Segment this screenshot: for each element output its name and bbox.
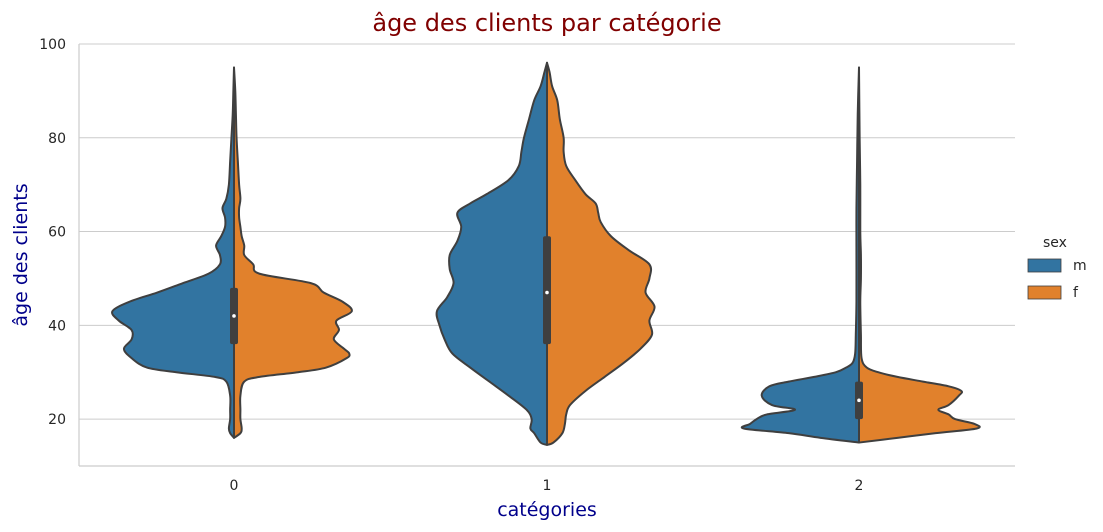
x-tick-label: 1: [543, 478, 552, 494]
y-axis-label: âge des clients: [10, 183, 32, 326]
legend-swatch-f: [1027, 285, 1062, 300]
x-tick-label: 2: [855, 478, 864, 494]
tick-labels: 20 40 60 80 100 0 1 2: [39, 37, 863, 494]
violin-m-cat-0: [111, 66, 235, 439]
legend-label-f: f: [1073, 285, 1079, 301]
y-tick-label: 60: [48, 225, 66, 241]
violin-f-cat-1: [546, 61, 656, 446]
violin-f-cat-0: [233, 66, 353, 439]
violin-f-cat-2: [858, 66, 981, 444]
box-summaries: [230, 62, 863, 445]
violin-m-cat-1: [435, 61, 548, 446]
iqr-box-cat-1: [543, 236, 551, 345]
x-tick-label: 0: [230, 478, 239, 494]
y-tick-label: 80: [48, 131, 66, 147]
median-dot-cat-1: [545, 290, 549, 295]
axes: [78, 44, 1015, 467]
legend-label-m: m: [1073, 258, 1087, 274]
legend-swatch-m: [1027, 258, 1062, 273]
legend-title: sex: [1043, 235, 1067, 251]
x-axis-label: catégories: [497, 499, 597, 521]
violins: [111, 61, 981, 446]
y-tick-label: 20: [48, 412, 66, 428]
median-dot-cat-2: [857, 398, 861, 403]
y-tick-label: 100: [39, 37, 66, 53]
median-dot-cat-0: [232, 314, 236, 318]
violin-m-cat-2: [740, 66, 860, 444]
legend: sex mf: [1027, 235, 1087, 301]
y-tick-label: 40: [48, 318, 66, 334]
chart-title: âge des clients par catégorie: [372, 9, 721, 37]
